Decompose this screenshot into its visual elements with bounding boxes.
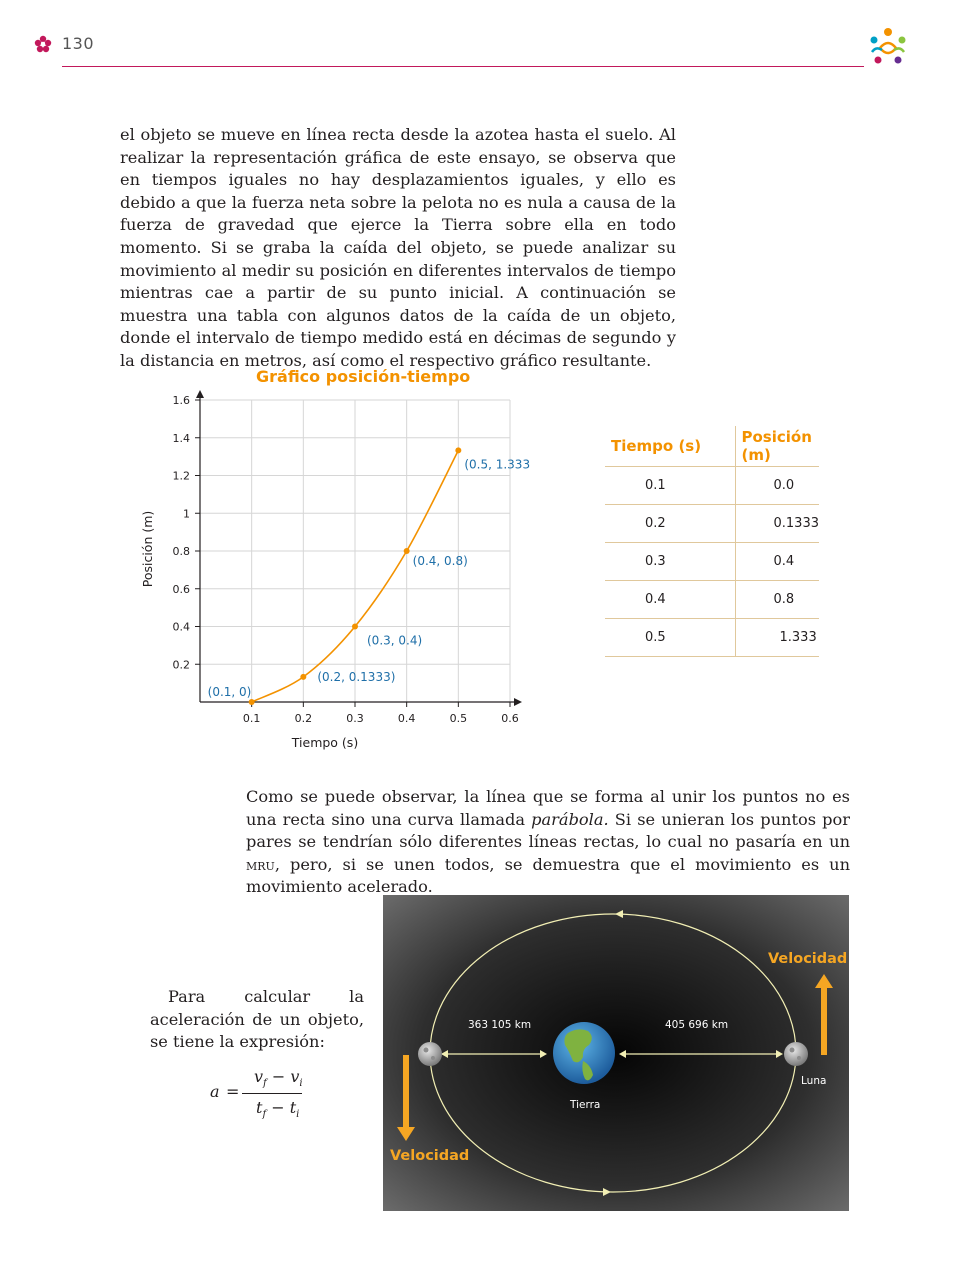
table-cell-time: 0.2 (605, 504, 736, 543)
velocity-top-label: Velocidad (768, 951, 847, 967)
y-tick-label: 0.4 (173, 621, 191, 634)
denominator-t: t (256, 1098, 263, 1117)
numerator-sub-i: i (299, 1078, 303, 1090)
space-background (383, 895, 849, 1211)
paragraph-3-text: Para calcular la aceleración de un objet… (150, 987, 364, 1052)
moon-right-icon (784, 1042, 808, 1066)
orbit-direction-arrow-bottom (603, 1188, 611, 1196)
data-point (403, 548, 410, 554)
earth-globe-icon (553, 1022, 615, 1084)
x-tick-label: 0.1 (243, 712, 261, 725)
distance-right-label: 405 696 km (665, 1019, 728, 1031)
paragraph-1-text: el objeto se mueve en línea recta desde … (120, 125, 676, 370)
x-tick-label: 0.5 (450, 712, 468, 725)
arrowhead-right-outer (776, 1050, 783, 1058)
y-tick-label: 1.6 (173, 394, 191, 407)
denominator-sub-f: f (262, 1109, 267, 1121)
paragraph-2-before: Como se puede observar, la línea que se … (246, 787, 850, 829)
x-axis-arrowhead (514, 698, 522, 706)
data-point-label: (0.4, 0.8) (413, 554, 468, 568)
flower-ornament-icon (34, 35, 52, 53)
data-point (300, 673, 307, 680)
table-cell-time: 0.5 (605, 618, 736, 657)
table-cell-time: 0.1 (605, 466, 736, 505)
table-row: 0.5 1.333 (605, 618, 819, 657)
formula-denominator: tf − ti (256, 1098, 299, 1120)
table-header-row: Tiempo (s) Posición (m) (605, 426, 819, 467)
x-tick-label: 0.2 (295, 712, 313, 725)
formula-lhs: a (210, 1082, 220, 1101)
series-logo-icon (870, 28, 906, 64)
formula-numerator: vf − vi (254, 1067, 303, 1089)
header-rule (62, 66, 864, 67)
orbit-direction-arrow-top (615, 910, 623, 918)
table-cell-position: 0.4 (735, 542, 819, 581)
body-paragraph-2: Como se puede observar, la línea que se … (246, 786, 850, 899)
y-axis-label: Posición (m) (140, 511, 155, 588)
y-tick-label: 1.2 (173, 470, 191, 483)
table-cell-position: 0.1333 (735, 504, 819, 543)
moon-left-icon (418, 1042, 442, 1066)
arrowhead-right-inner (619, 1050, 626, 1058)
x-tick-label: 0.4 (398, 712, 416, 725)
data-point-label: (0.1, 0) (208, 685, 252, 699)
table-row: 0.3 0.4 (605, 542, 819, 581)
table-header-time: Tiempo (s) (605, 426, 736, 467)
earth-label: Tierra (569, 1099, 600, 1111)
velocity-arrow-up-icon (815, 974, 833, 1055)
numerator-v2: v (290, 1067, 300, 1086)
x-tick-label: 0.6 (501, 712, 519, 725)
position-time-chart: 0.1 0.2 0.3 0.4 0.5 0.6 0.2 0.4 0.6 0.8 1 1.2 1.4 1.6… (140, 390, 530, 750)
formula-equals: = (226, 1082, 240, 1101)
table-cell-position: 0.0 (735, 466, 819, 505)
data-point-label: (0.5, 1.333) (464, 457, 530, 471)
data-point (248, 699, 255, 705)
table-cell-time: 0.3 (605, 542, 736, 581)
denominator-t2: t (289, 1098, 297, 1117)
distance-left-label: 363 105 km (468, 1019, 531, 1031)
y-axis-arrowhead (196, 390, 204, 398)
numerator-v: v (254, 1067, 264, 1086)
table-cell-position: 1.333 (735, 618, 819, 657)
paragraph-2-text: Como se puede observar, la línea que se … (246, 786, 850, 899)
mru-abbreviation: mru (246, 854, 275, 874)
x-tick-label: 0.3 (346, 712, 364, 725)
moon-orbit-illustration: 363 105 km 405 696 km Tierra Luna Veloci… (383, 895, 849, 1211)
moon-label: Luna (801, 1075, 826, 1087)
parabola-term: parábola. (531, 809, 609, 829)
table-row: 0.2 0.1333 (605, 504, 819, 543)
y-tick-label: 0.6 (173, 583, 191, 596)
table-cell-position: 0.8 (735, 580, 819, 619)
data-point (455, 447, 462, 454)
table-row: 0.4 0.8 (605, 580, 819, 619)
data-point-label: (0.3, 0.4) (367, 634, 422, 648)
position-time-table: Tiempo (s) Posición (m) 0.1 0.0 0.2 0.1333… (605, 426, 819, 657)
data-point (352, 623, 358, 630)
chart-title: Gráfico posición-tiempo (256, 367, 471, 386)
body-paragraph-3: Para calcular la aceleración de un objet… (150, 986, 364, 1054)
data-point-label: (0.2, 0.1333) (317, 670, 395, 684)
table-row: 0.1 0.0 (605, 466, 819, 505)
y-tick-label: 0.8 (173, 545, 191, 558)
fraction-bar (242, 1093, 302, 1094)
y-tick-label: 1 (183, 507, 190, 520)
series-line (251, 450, 460, 703)
arrowhead-left-outer (441, 1050, 448, 1058)
x-axis-label: Tiempo (s) (291, 735, 358, 750)
paragraph-2-middle: Si se unieran los puntos por pares se te… (246, 809, 850, 852)
velocity-bottom-label: Velocidad (390, 1148, 469, 1164)
body-paragraph-1: el objeto se mueve en línea recta desde … (120, 124, 676, 373)
numerator-sub-f: f (263, 1078, 267, 1090)
y-tick-label: 1.4 (173, 432, 191, 445)
page-number: 130 (62, 34, 95, 53)
paragraph-2-after: , pero, si se unen todos, se demuestra q… (246, 854, 850, 897)
velocity-arrow-down-icon (397, 1055, 415, 1141)
table-header-position: Posición (m) (735, 426, 819, 467)
denominator-minus: − (271, 1098, 285, 1117)
y-tick-label: 0.2 (173, 658, 191, 671)
table-cell-time: 0.4 (605, 580, 736, 619)
numerator-minus: − (271, 1067, 286, 1086)
arrowhead-left-inner (540, 1050, 547, 1058)
denominator-sub-i: i (296, 1109, 300, 1121)
